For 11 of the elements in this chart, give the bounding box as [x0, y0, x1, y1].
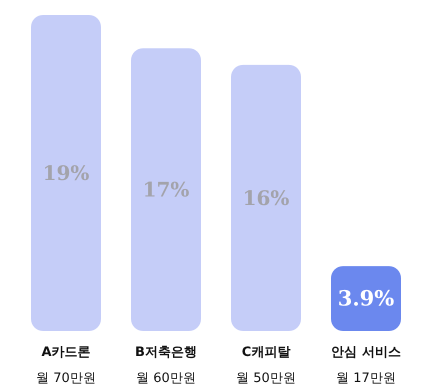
x-tick-label: 안심 서비스 월 17만원 [331, 345, 401, 386]
data-label: 19% [42, 161, 90, 185]
bar [31, 15, 101, 331]
x-tick-label: A카드론 월 70만원 [36, 345, 96, 386]
bar [131, 48, 201, 331]
data-label: 16% [242, 186, 290, 210]
data-label: 17% [142, 178, 190, 202]
x-tick-label: B저축은행 월 60만원 [135, 345, 197, 386]
data-label: 3.9% [338, 286, 394, 311]
x-tick-label: C캐피탈 월 50만원 [236, 345, 296, 386]
bar [231, 64, 301, 331]
